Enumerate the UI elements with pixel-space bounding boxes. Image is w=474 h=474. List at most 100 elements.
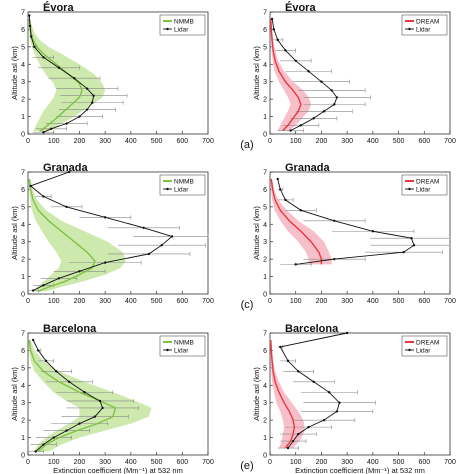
lidar-point (91, 101, 94, 104)
x-tick-label: 0 (26, 298, 30, 305)
lidar-point (78, 270, 81, 273)
model-uncertainty-band (270, 179, 332, 265)
lidar-point (279, 188, 282, 191)
lidar-point (312, 380, 315, 383)
legend-model-label: DREAM (416, 179, 439, 186)
y-tick-label: 5 (263, 204, 267, 211)
model-line (270, 339, 296, 449)
legend-lidar-marker (166, 187, 169, 191)
lidar-point (85, 87, 89, 90)
y-tick-label: 7 (21, 170, 25, 177)
lidar-point (83, 391, 86, 394)
lidar-point (42, 284, 45, 287)
y-tick-label: 0 (21, 453, 25, 460)
lidar-point (65, 429, 68, 432)
x-tick-label: 500 (393, 138, 405, 145)
x-tick-label: 300 (341, 298, 353, 305)
x-tick-label: 100 (48, 298, 60, 305)
x-tick-label: 700 (444, 138, 456, 145)
lidar-point (170, 235, 174, 238)
lidar-point (103, 261, 107, 264)
legend-lidar-marker (408, 27, 411, 31)
y-tick-label: 2 (263, 418, 267, 425)
lidar-point (276, 177, 279, 181)
lidar-point (37, 349, 40, 352)
x-tick-label: 400 (367, 138, 379, 145)
y-tick-label: 6 (263, 348, 267, 355)
x-axis-label: Extinction coefficient (Mm⁻¹) at 532 nm (53, 466, 183, 474)
lidar-point (402, 250, 405, 254)
y-tick-label: 2 (263, 257, 267, 264)
model-line (28, 178, 96, 293)
lidar-point (289, 129, 292, 132)
x-tick-label: 700 (202, 459, 214, 466)
y-tick-label: 3 (263, 79, 267, 86)
site-title: Évora (43, 1, 74, 14)
legend-lidar-label: Lidar (416, 27, 431, 34)
lidar-point (307, 70, 310, 73)
lidar-point (93, 415, 97, 418)
lidar-point (410, 237, 413, 240)
x-tick-label: 600 (418, 459, 430, 466)
lidar-point (333, 103, 336, 106)
lidar-point (294, 59, 297, 62)
lidar-point (57, 277, 61, 280)
model-line (28, 339, 117, 453)
lidar-point (338, 401, 341, 404)
lidar-point (284, 198, 287, 202)
y-axis-label: Altitude asl (km) (252, 206, 261, 260)
lidar-point (299, 124, 303, 127)
x-tick-label: 600 (418, 138, 430, 145)
y-tick-label: 7 (263, 331, 267, 338)
lidar-point (333, 257, 336, 261)
x-axis-label: Extinction coefficient (Mm⁻¹) at 532 nm (295, 466, 425, 474)
y-axis-label: Altitude asl (km) (10, 206, 19, 260)
y-tick-label: 6 (21, 348, 25, 355)
lidar-point (28, 14, 31, 17)
x-tick-label: 100 (290, 298, 302, 305)
y-tick-label: 6 (263, 27, 267, 34)
lidar-line (32, 339, 104, 452)
lidar-point (345, 331, 349, 335)
lidar-point (330, 89, 333, 92)
x-tick-label: 600 (176, 138, 188, 145)
y-axis-label: Altitude asl (km) (252, 367, 261, 421)
y-tick-label: 6 (263, 187, 267, 194)
chart-panel: 0 100 200 300 400 500 600 700 0 1 2 3 4 5 6 7 Altitude a… (10, 1, 214, 145)
lidar-point (312, 117, 315, 120)
lidar-point (371, 230, 375, 233)
lidar-point (412, 244, 416, 247)
x-tick-label: 500 (151, 298, 163, 305)
lidar-point (57, 66, 61, 69)
y-tick-label: 5 (21, 44, 25, 51)
model-line (270, 18, 302, 131)
lidar-line (29, 171, 173, 291)
y-tick-label: 4 (263, 62, 267, 69)
y-tick-label: 3 (263, 400, 267, 407)
lidar-point (279, 345, 282, 349)
legend-lidar-marker (408, 348, 411, 352)
lidar-point (335, 410, 339, 413)
legend-lidar-label: Lidar (174, 187, 189, 194)
chart-panel: 0 100 200 300 400 500 600 700 0 1 2 3 4 5 6 7 Altitude a… (241, 162, 456, 311)
lidar-point (294, 263, 297, 266)
x-tick-label: 400 (125, 138, 137, 145)
y-tick-label: 3 (21, 79, 25, 86)
lidar-point (101, 406, 104, 410)
lidar-point (286, 446, 290, 450)
x-tick-label: 500 (393, 298, 405, 305)
y-tick-label: 5 (263, 365, 267, 372)
x-tick-label: 700 (444, 459, 456, 466)
y-tick-label: 7 (21, 10, 25, 17)
legend-model-label: NMMB (174, 340, 194, 347)
x-tick-label: 400 (125, 459, 137, 466)
lidar-point (49, 127, 53, 130)
lidar-point (34, 450, 37, 453)
lidar-point (67, 170, 71, 174)
y-tick-label: 3 (21, 400, 25, 407)
y-tick-label: 1 (263, 435, 267, 442)
lidar-point (78, 422, 81, 425)
y-tick-label: 7 (263, 10, 267, 17)
site-title: Barcelona (285, 323, 339, 335)
lidar-point (31, 289, 35, 292)
